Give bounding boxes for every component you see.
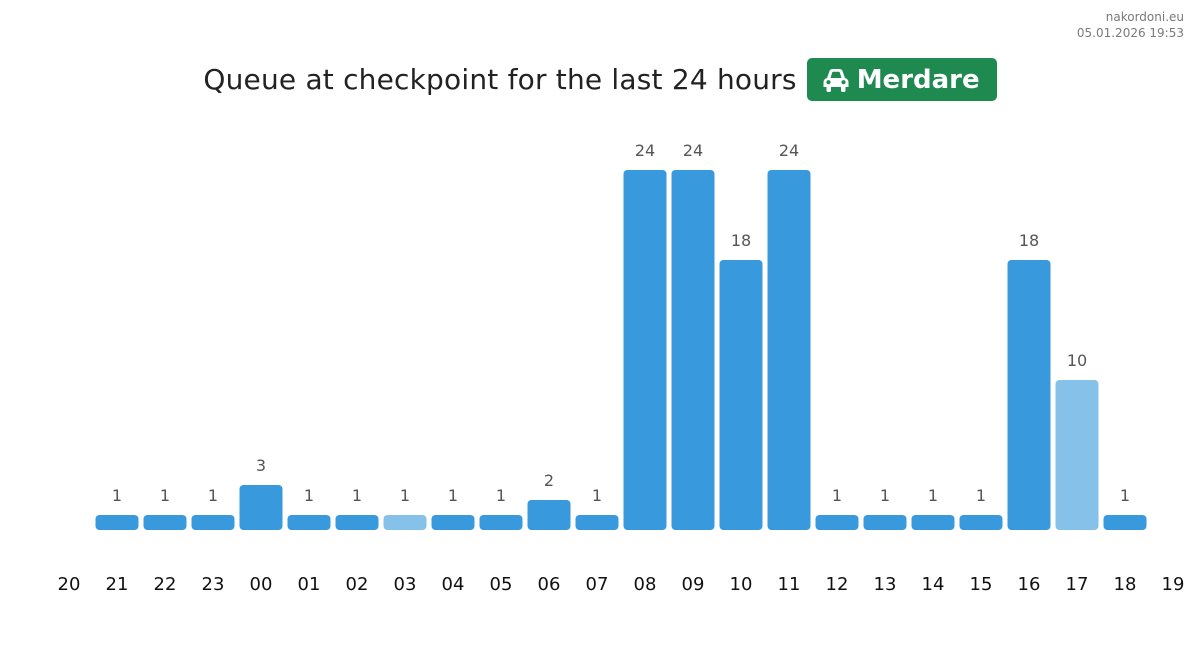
bar-value-label: 1 bbox=[448, 486, 458, 505]
bar-18[interactable] bbox=[1103, 515, 1147, 530]
bar-08[interactable] bbox=[623, 170, 667, 530]
x-tick-label: 19 bbox=[1162, 574, 1185, 595]
bar-02[interactable] bbox=[335, 515, 379, 530]
bar-value-label: 1 bbox=[1120, 486, 1130, 505]
x-tick-label: 03 bbox=[394, 574, 417, 595]
x-tick-label: 05 bbox=[490, 574, 513, 595]
x-tick-label: 04 bbox=[442, 574, 465, 595]
x-tick-label: 11 bbox=[778, 574, 801, 595]
bar-13[interactable] bbox=[863, 515, 907, 530]
bar-22[interactable] bbox=[143, 515, 187, 530]
bar-06[interactable] bbox=[527, 500, 571, 530]
bar-value-label: 1 bbox=[400, 486, 410, 505]
bar-value-label: 24 bbox=[683, 141, 703, 160]
bar-value-label: 18 bbox=[1019, 231, 1039, 250]
bars-group bbox=[95, 170, 1147, 530]
x-tick-label: 20 bbox=[58, 574, 81, 595]
bar-09[interactable] bbox=[671, 170, 715, 530]
bar-15[interactable] bbox=[959, 515, 1003, 530]
chart-header: Queue at checkpoint for the last 24 hour… bbox=[0, 58, 1200, 101]
bar-21[interactable] bbox=[95, 515, 139, 530]
bar-value-label: 18 bbox=[731, 231, 751, 250]
bar-value-label: 10 bbox=[1067, 351, 1087, 370]
x-tick-label: 10 bbox=[730, 574, 753, 595]
x-tick-label: 00 bbox=[250, 574, 273, 595]
bar-01[interactable] bbox=[287, 515, 331, 530]
bar-value-label: 1 bbox=[208, 486, 218, 505]
bar-value-label: 3 bbox=[256, 456, 266, 475]
x-tick-label: 17 bbox=[1066, 574, 1089, 595]
bar-value-label: 24 bbox=[779, 141, 799, 160]
bar-value-label: 2 bbox=[544, 471, 554, 490]
x-tick-label: 13 bbox=[874, 574, 897, 595]
x-tick-label: 07 bbox=[586, 574, 609, 595]
x-tick-label: 12 bbox=[826, 574, 849, 595]
site-name: nakordoni.eu bbox=[1105, 10, 1184, 24]
x-tick-label: 02 bbox=[346, 574, 369, 595]
bar-03[interactable] bbox=[383, 515, 427, 530]
x-tick-label: 15 bbox=[970, 574, 993, 595]
bar-value-label: 1 bbox=[976, 486, 986, 505]
timestamp: 05.01.2026 19:53 bbox=[1076, 26, 1184, 40]
bar-16[interactable] bbox=[1007, 260, 1051, 530]
x-tick-label: 23 bbox=[202, 574, 225, 595]
bar-14[interactable] bbox=[911, 515, 955, 530]
x-tick-label: 21 bbox=[106, 574, 129, 595]
bar-05[interactable] bbox=[479, 515, 523, 530]
bar-value-label: 1 bbox=[592, 486, 602, 505]
bar-10[interactable] bbox=[719, 260, 763, 530]
bar-07[interactable] bbox=[575, 515, 619, 530]
x-axis-ticks: 20 21 22 23 00 01 02 03 04 05 06 07 08 09 10 11 12 13 14 15… bbox=[58, 574, 1185, 595]
bar-value-label: 1 bbox=[880, 486, 890, 505]
bar-value-label: 1 bbox=[112, 486, 122, 505]
bar-00[interactable] bbox=[239, 485, 283, 530]
bar-value-label: 1 bbox=[496, 486, 506, 505]
bar-23[interactable] bbox=[191, 515, 235, 530]
bar-value-label: 24 bbox=[635, 141, 655, 160]
bar-value-label: 1 bbox=[352, 486, 362, 505]
car-icon bbox=[823, 68, 849, 92]
value-labels-group: 1 1 1 3 1 1 1 1 1 2 1 24 24 18 24 1 1 1 1 18 10 1 bbox=[112, 141, 1130, 505]
x-tick-label: 22 bbox=[154, 574, 177, 595]
bar-value-label: 1 bbox=[304, 486, 314, 505]
bar-12[interactable] bbox=[815, 515, 859, 530]
bar-value-label: 1 bbox=[832, 486, 842, 505]
checkpoint-name: Merdare bbox=[856, 64, 980, 95]
checkpoint-badge[interactable]: Merdare bbox=[806, 58, 997, 101]
bar-11[interactable] bbox=[767, 170, 811, 530]
site-info: nakordoni.eu 05.01.2026 19:53 bbox=[1077, 9, 1184, 41]
bar-04[interactable] bbox=[431, 515, 475, 530]
bar-value-label: 1 bbox=[160, 486, 170, 505]
x-tick-label: 08 bbox=[634, 574, 657, 595]
chart-title: Queue at checkpoint for the last 24 hour… bbox=[203, 63, 797, 96]
x-tick-label: 14 bbox=[922, 574, 945, 595]
x-tick-label: 09 bbox=[682, 574, 705, 595]
x-tick-label: 01 bbox=[298, 574, 321, 595]
x-tick-label: 16 bbox=[1018, 574, 1041, 595]
x-tick-label: 18 bbox=[1114, 574, 1137, 595]
bar-17[interactable] bbox=[1055, 380, 1099, 530]
bar-value-label: 1 bbox=[928, 486, 938, 505]
x-tick-label: 06 bbox=[538, 574, 561, 595]
